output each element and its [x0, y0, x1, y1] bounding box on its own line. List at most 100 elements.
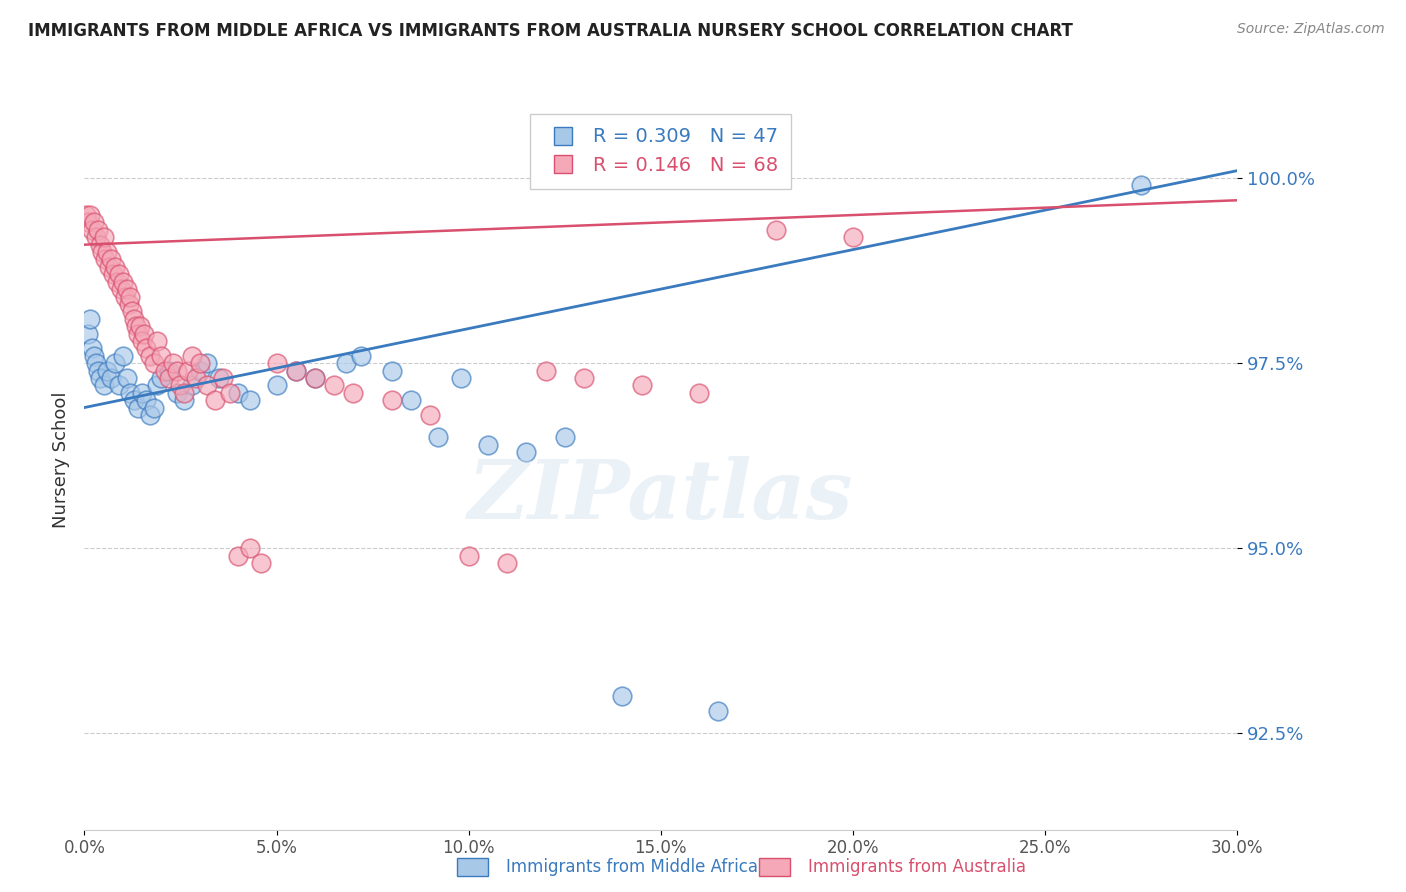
Point: [188, 356, 211, 370]
Point: [131, 334, 153, 348]
Point: [80, 342, 103, 356]
Text: Immigrants from Australia: Immigrants from Australia: [808, 858, 1026, 876]
Point: [77, 215, 100, 229]
Point: [169, 378, 191, 392]
Point: [79, 311, 101, 326]
Point: [98, 260, 121, 274]
Point: [157, 363, 180, 377]
Point: [87, 363, 110, 377]
Point: [121, 304, 143, 318]
Point: [612, 690, 634, 704]
Point: [138, 408, 160, 422]
Point: [129, 319, 152, 334]
Point: [120, 289, 142, 303]
Point: [108, 378, 131, 392]
Point: [219, 385, 242, 400]
Point: [75, 208, 97, 222]
Point: [115, 371, 138, 385]
Point: [83, 349, 105, 363]
Point: [284, 363, 307, 377]
Point: [111, 275, 134, 289]
Point: [77, 326, 100, 341]
Point: [515, 445, 537, 459]
Point: [138, 349, 160, 363]
Point: [226, 385, 249, 400]
Point: [108, 268, 131, 282]
Point: [111, 349, 134, 363]
Point: [630, 378, 652, 392]
Text: ZIPatlas: ZIPatlas: [468, 457, 853, 536]
Point: [554, 430, 576, 444]
Point: [381, 363, 404, 377]
Point: [89, 237, 111, 252]
Point: [1130, 178, 1153, 193]
Point: [132, 326, 155, 341]
Text: Immigrants from Middle Africa: Immigrants from Middle Africa: [506, 858, 758, 876]
Point: [304, 371, 326, 385]
Point: [226, 549, 249, 563]
Point: [350, 349, 373, 363]
Point: [105, 275, 128, 289]
Point: [150, 349, 173, 363]
Point: [250, 556, 273, 570]
Point: [115, 282, 138, 296]
Point: [131, 385, 153, 400]
Text: IMMIGRANTS FROM MIDDLE AFRICA VS IMMIGRANTS FROM AUSTRALIA NURSERY SCHOOL CORREL: IMMIGRANTS FROM MIDDLE AFRICA VS IMMIGRA…: [28, 22, 1073, 40]
Point: [96, 245, 118, 260]
Point: [162, 356, 184, 370]
Point: [94, 252, 117, 267]
Point: [83, 215, 105, 229]
Point: [707, 704, 730, 718]
Point: [457, 549, 479, 563]
Point: [239, 541, 262, 556]
Point: [150, 371, 173, 385]
Point: [184, 371, 207, 385]
Point: [110, 282, 132, 296]
Point: [477, 437, 499, 451]
Point: [90, 245, 112, 260]
Point: [166, 363, 188, 377]
Point: [104, 260, 127, 274]
Point: [142, 401, 165, 415]
Point: [239, 393, 262, 408]
Point: [426, 430, 449, 444]
Point: [114, 289, 136, 303]
Point: [146, 378, 169, 392]
Point: [103, 268, 124, 282]
Point: [127, 401, 149, 415]
Point: [117, 297, 139, 311]
Point: [496, 556, 519, 570]
Point: [765, 223, 787, 237]
Point: [688, 385, 710, 400]
Point: [266, 378, 288, 392]
Y-axis label: Nursery School: Nursery School: [52, 391, 70, 528]
Point: [120, 385, 142, 400]
Point: [100, 371, 122, 385]
Point: [188, 363, 211, 377]
Point: [135, 393, 157, 408]
Point: [534, 363, 557, 377]
Point: [211, 371, 233, 385]
Point: [195, 378, 218, 392]
Point: [96, 363, 118, 377]
Legend: R = 0.309   N = 47, R = 0.146   N = 68: R = 0.309 N = 47, R = 0.146 N = 68: [530, 113, 792, 189]
Point: [572, 371, 595, 385]
Point: [173, 393, 195, 408]
Point: [146, 334, 169, 348]
Point: [124, 393, 146, 408]
Point: [87, 223, 110, 237]
Point: [89, 371, 111, 385]
Point: [93, 230, 115, 244]
Point: [142, 356, 165, 370]
Point: [450, 371, 472, 385]
Point: [79, 208, 101, 222]
Point: [80, 223, 103, 237]
Point: [304, 371, 326, 385]
Point: [195, 356, 218, 370]
Point: [342, 385, 364, 400]
Point: [93, 378, 115, 392]
Point: [166, 385, 188, 400]
Point: [208, 371, 231, 385]
Point: [284, 363, 307, 377]
Point: [173, 385, 195, 400]
